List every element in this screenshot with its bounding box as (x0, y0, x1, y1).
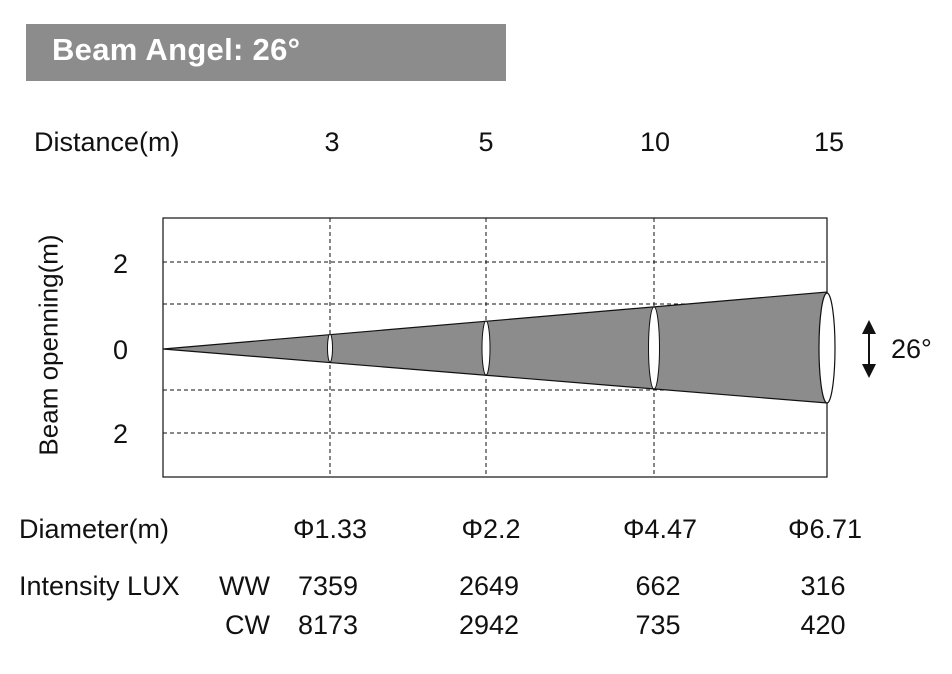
intensity-label: Intensity LUX (19, 571, 180, 601)
beam-section-3m (327, 333, 333, 363)
distance-label: Distance(m) (34, 127, 180, 157)
beam-section-10m (648, 306, 660, 390)
cw-value-10m: 735 (635, 610, 681, 640)
beam-section-15m (818, 292, 836, 404)
angle-arrow-icon (862, 320, 876, 378)
y-tick-center: 0 (113, 335, 129, 365)
y-tick-top: 2 (113, 249, 129, 279)
diameter-label: Diameter(m) (19, 514, 170, 544)
distance-value-15: 15 (813, 127, 845, 157)
ww-value-5m: 2649 (458, 571, 520, 601)
beam-section-5m (481, 320, 491, 376)
page-title: Beam Angel: 26° (52, 32, 301, 67)
cw-value-5m: 2942 (458, 610, 520, 640)
diameter-value-5m: Φ2.2 (461, 514, 521, 544)
y-axis-label: Beam openning(m) (33, 234, 64, 456)
angle-label: 26° (891, 334, 932, 364)
ww-value-15m: 316 (800, 571, 846, 601)
ww-value-10m: 662 (635, 571, 681, 601)
distance-value-10: 10 (639, 127, 671, 157)
diameter-value-15m: Φ6.71 (787, 514, 863, 544)
ww-value-3m: 7359 (297, 571, 359, 601)
title-bar: Beam Angel: 26° (26, 24, 506, 81)
distance-value-3: 3 (324, 127, 340, 157)
beam-cone (162, 291, 828, 404)
cw-label: CW (225, 610, 270, 640)
distance-value-5: 5 (478, 127, 494, 157)
cw-value-15m: 420 (800, 610, 846, 640)
y-tick-bottom: 2 (113, 419, 129, 449)
ww-label: WW (219, 571, 270, 601)
cw-value-3m: 8173 (297, 610, 359, 640)
diameter-value-3m: Φ1.33 (292, 514, 368, 544)
diameter-value-10m: Φ4.47 (622, 514, 698, 544)
